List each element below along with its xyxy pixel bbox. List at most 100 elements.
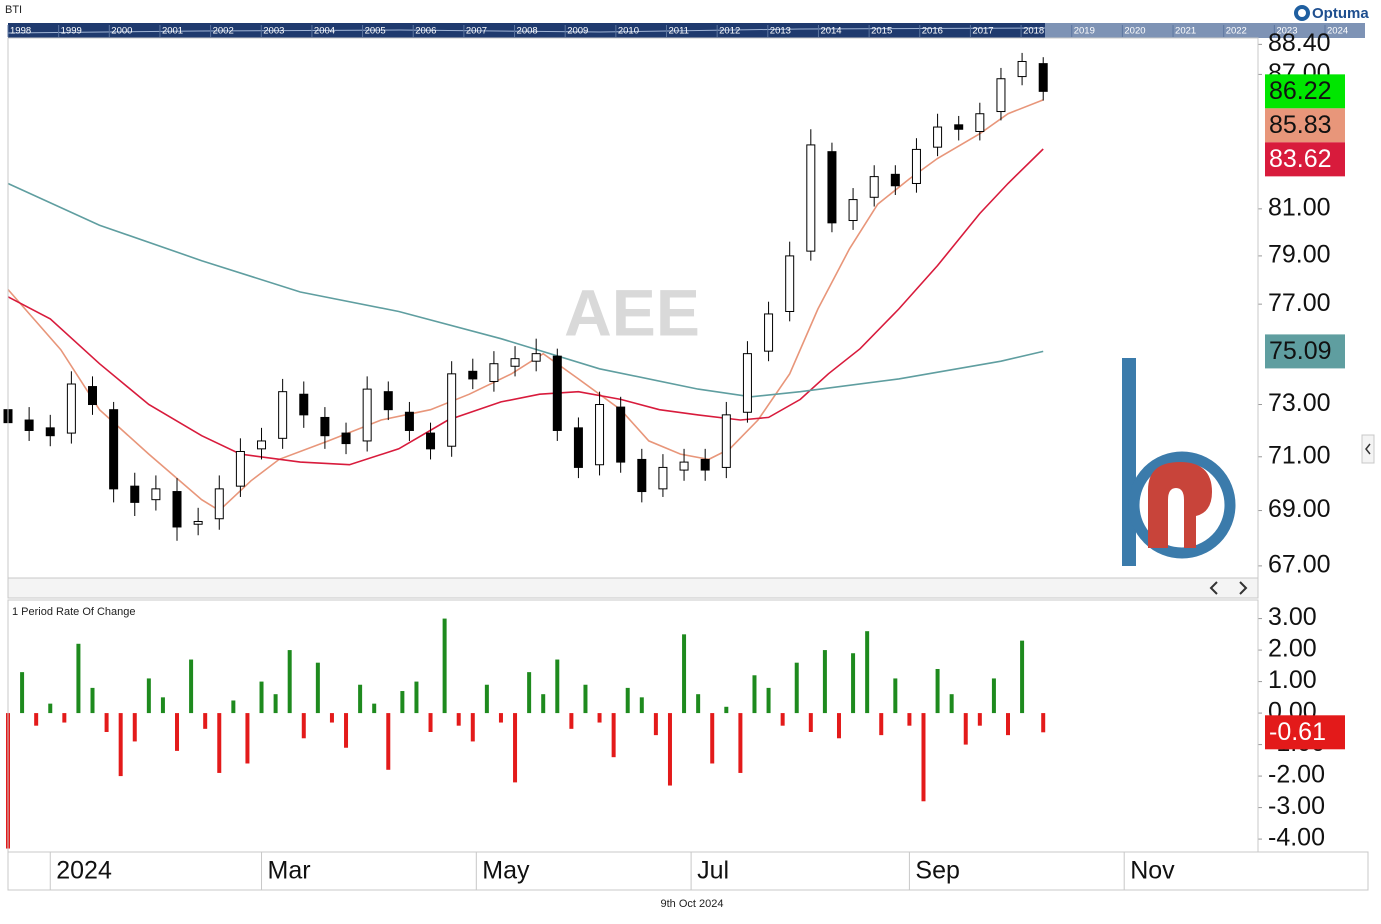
roc-bar (358, 684, 363, 714)
year-label[interactable]: 2010 (618, 26, 639, 37)
side-scroll-arrow (1365, 443, 1371, 455)
roc-bar (513, 713, 518, 783)
roc-bar (1020, 640, 1025, 714)
tab-scroll-right[interactable] (1239, 581, 1248, 595)
year-label[interactable]: 2006 (415, 26, 436, 37)
roc-bar (470, 713, 475, 742)
roc-bar (893, 678, 898, 714)
candle-body (996, 78, 1006, 113)
roc-bar (555, 659, 560, 714)
side-scroll[interactable] (1361, 434, 1375, 464)
year-label[interactable]: 2022 (1226, 26, 1247, 37)
roc-bar (625, 687, 630, 714)
roc-bar (146, 678, 151, 714)
year-label[interactable]: 2000 (111, 26, 132, 37)
y-tick-label: 73.00 (1268, 389, 1331, 417)
candle-body (299, 393, 309, 416)
candle-body (1038, 63, 1048, 92)
logo-bar (1122, 358, 1136, 566)
year-label[interactable]: 2014 (820, 26, 841, 37)
roc-bar (935, 668, 940, 714)
roc-bar (414, 681, 419, 714)
roc-bar (484, 684, 489, 714)
candle-body (616, 406, 626, 463)
year-label[interactable]: 2002 (213, 26, 234, 37)
year-label[interactable]: 2012 (719, 26, 740, 37)
y-tick-label: 3.00 (1268, 603, 1317, 631)
candle-body (130, 485, 140, 503)
year-label[interactable]: 2011 (669, 26, 689, 37)
year-label[interactable]: 2009 (567, 26, 588, 37)
plot-layer: AEE (3, 52, 1048, 849)
year-label[interactable]: 2007 (466, 26, 487, 37)
roc-bar (851, 653, 856, 714)
candle-body (510, 358, 520, 367)
y-tick-label: 69.00 (1268, 495, 1331, 523)
y-tick-label: 81.00 (1268, 193, 1331, 221)
roc-bar (597, 713, 602, 723)
y-tick-label: -4.00 (1268, 824, 1325, 852)
roc-bar (1006, 713, 1010, 736)
roc-bar (428, 713, 433, 732)
year-label[interactable]: 1998 (10, 26, 31, 37)
y-tick-label: 71.00 (1268, 441, 1331, 469)
candle-body (362, 388, 372, 442)
logo-mark (1148, 462, 1212, 548)
candle-body (806, 144, 816, 252)
y-tick-label: 67.00 (1268, 550, 1331, 578)
year-label[interactable]: 2016 (922, 26, 943, 37)
year-label[interactable]: 2023 (1276, 26, 1297, 37)
roc-bar (977, 713, 982, 726)
year-label[interactable]: 1999 (61, 26, 82, 37)
roc-bar (808, 713, 813, 732)
roc-bar (611, 713, 616, 758)
time-axis-frame (7, 851, 1369, 891)
roc-bar (287, 650, 292, 714)
tab-scroll-left[interactable] (1209, 581, 1218, 595)
candle-body (447, 373, 457, 447)
x-tick-label: Jul (697, 857, 729, 885)
roc-bar (865, 631, 870, 714)
candle-body (595, 404, 605, 466)
year-label[interactable]: 2005 (365, 26, 386, 37)
candle-body (172, 491, 182, 528)
candle-body (975, 113, 985, 132)
year-label[interactable]: 2003 (263, 26, 284, 37)
candle-body (1017, 60, 1027, 78)
roc-bar (160, 697, 165, 714)
year-label[interactable]: 2008 (517, 26, 538, 37)
moving-average-line (7, 182, 1044, 398)
x-tick-label: Mar (268, 857, 311, 885)
y-tick-label: -3.00 (1268, 792, 1325, 820)
roc-bar (696, 694, 701, 714)
roc-bar (667, 713, 672, 786)
year-label[interactable]: 2020 (1124, 26, 1145, 37)
year-label[interactable]: 2015 (871, 26, 892, 37)
candle-body (320, 416, 330, 437)
x-tick-label: Sep (915, 857, 959, 885)
year-label[interactable]: 2024 (1327, 26, 1348, 37)
roc-bar (724, 706, 729, 714)
year-label[interactable]: 2004 (314, 26, 335, 37)
symbol: BTI (5, 4, 22, 16)
candle-body (45, 427, 55, 437)
candle-body (426, 432, 436, 450)
brand-icon-inner (1298, 9, 1306, 17)
year-label[interactable]: 2018 (1023, 26, 1044, 37)
candle-body (933, 126, 943, 148)
year-label[interactable]: 2021 (1175, 26, 1196, 37)
roc-bar (794, 662, 799, 714)
tab-bar (7, 577, 1259, 599)
year-label[interactable]: 2013 (770, 26, 791, 37)
roc-bar (372, 703, 377, 714)
roc-bar (48, 703, 53, 714)
year-label[interactable]: 2017 (972, 26, 993, 37)
watermark: AEE (564, 275, 700, 349)
candle-body (552, 355, 562, 431)
year-label[interactable]: 2001 (162, 26, 183, 37)
roc-bar (949, 694, 954, 714)
candle-body (383, 391, 393, 411)
candle-body (489, 363, 499, 382)
roc-bar (273, 694, 278, 714)
year-label[interactable]: 2019 (1074, 26, 1095, 37)
